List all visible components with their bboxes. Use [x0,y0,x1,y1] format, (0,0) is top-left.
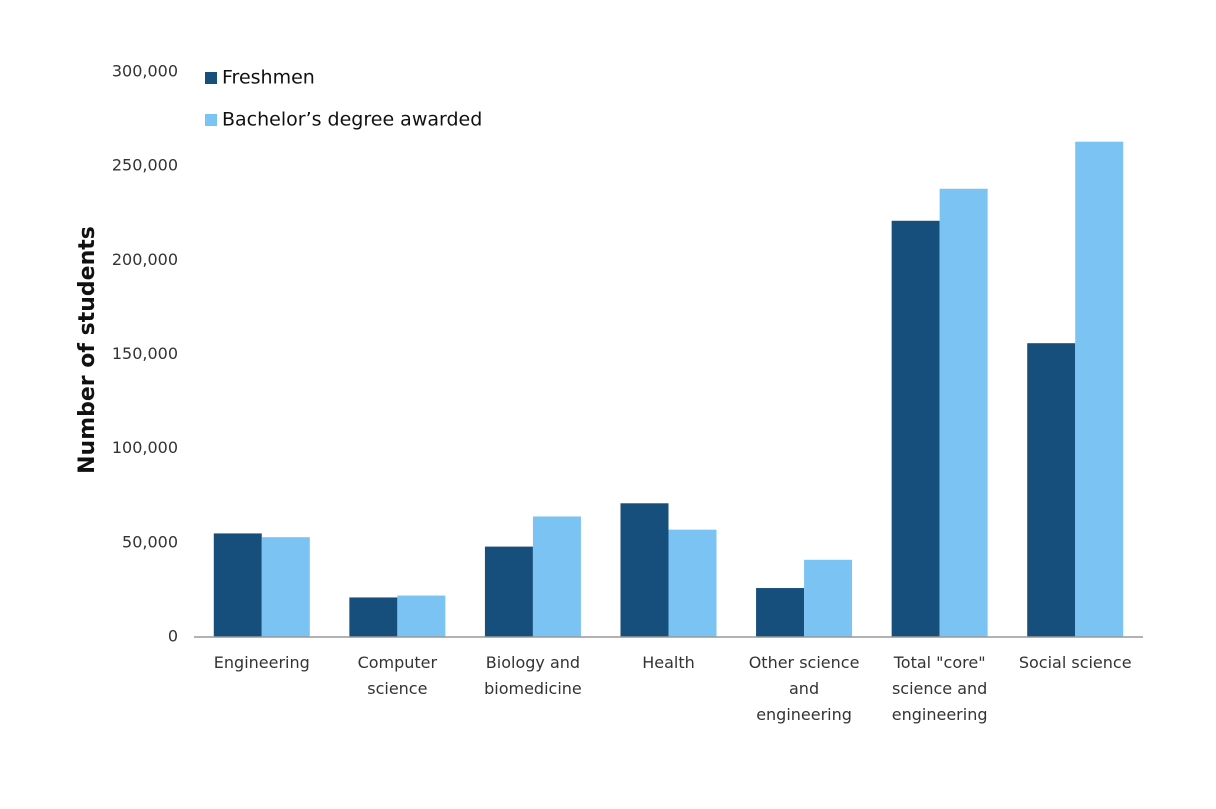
bar [891,220,940,638]
bar [620,503,669,637]
bar [349,597,398,637]
x-tick-label: Biology and biomedicine [484,653,582,698]
x-tick-label: Engineering [213,653,310,672]
y-tick-label: 150,000 [112,344,178,363]
bar [397,595,446,637]
y-tick-label: 300,000 [112,62,178,81]
bar [804,559,853,637]
bar [532,516,581,637]
bar [261,537,310,637]
x-tick-label: Other science and engineering [748,653,860,724]
legend-swatch [205,114,217,126]
x-tick-label: Total "core" science and engineering [891,653,988,724]
bar [939,188,988,637]
legend-label: Bachelor’s degree awarded [222,109,482,131]
y-tick-label: 200,000 [112,250,178,269]
legend-swatch [205,72,217,84]
bar [1075,141,1124,637]
y-axis-title: Number of students [75,226,100,474]
x-tick-label: Health [642,653,695,672]
bar [756,588,805,637]
y-tick-label: 50,000 [122,532,178,551]
x-tick-label: Social science [1018,653,1132,672]
bar [484,546,533,637]
bar [1027,343,1076,637]
y-tick-label: 250,000 [112,156,178,175]
x-tick-label: Computer science [357,653,438,698]
y-tick-label: 100,000 [112,438,178,457]
legend-label: Freshmen [222,67,315,89]
bar [213,533,262,637]
y-tick-label: 0 [168,627,178,646]
bar [668,529,717,637]
